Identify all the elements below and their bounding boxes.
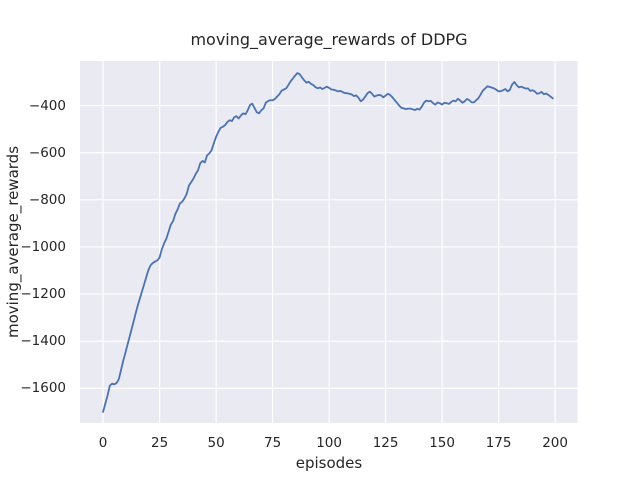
y-tick-label: −1400 bbox=[20, 333, 66, 350]
x-tick-label: 175 bbox=[485, 435, 512, 451]
gridlines bbox=[80, 61, 578, 423]
x-tick-label: 125 bbox=[372, 435, 399, 451]
x-tick-label: 75 bbox=[264, 435, 282, 451]
x-tick-label: 100 bbox=[316, 435, 342, 451]
y-tick-label: −1200 bbox=[20, 286, 66, 303]
y-tick-label: −1600 bbox=[20, 380, 66, 397]
y-tick-label: −1000 bbox=[20, 238, 66, 255]
reward-line bbox=[102, 72, 554, 413]
y-tick-label: −800 bbox=[28, 191, 66, 208]
chart-title: moving_average_rewards of DDPG bbox=[190, 30, 468, 49]
x-tick-label: 200 bbox=[542, 435, 568, 451]
x-axis-label: episodes bbox=[295, 454, 363, 472]
y-tick-label: −600 bbox=[28, 144, 66, 161]
x-tick-label: 50 bbox=[207, 435, 225, 451]
x-tick-label: 0 bbox=[98, 435, 108, 451]
x-tick-label: 150 bbox=[429, 435, 455, 451]
x-tick-label: 25 bbox=[151, 435, 169, 451]
y-tick-label: −400 bbox=[28, 97, 66, 114]
